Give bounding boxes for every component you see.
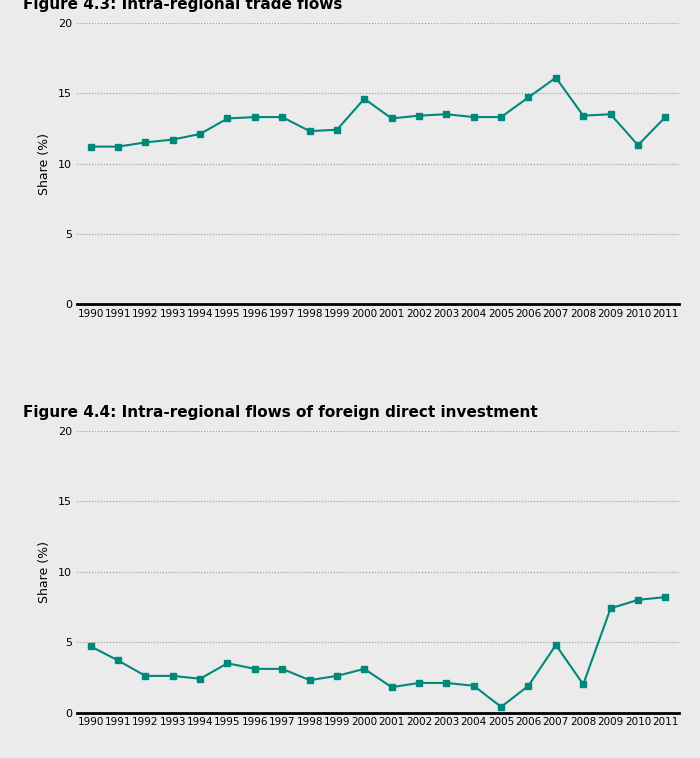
Text: Figure 4.3: Intra-regional trade flows: Figure 4.3: Intra-regional trade flows	[23, 0, 342, 12]
Y-axis label: Share (%): Share (%)	[38, 540, 51, 603]
Y-axis label: Share (%): Share (%)	[38, 133, 51, 195]
Text: Figure 4.4: Intra-regional flows of foreign direct investment: Figure 4.4: Intra-regional flows of fore…	[23, 405, 538, 420]
